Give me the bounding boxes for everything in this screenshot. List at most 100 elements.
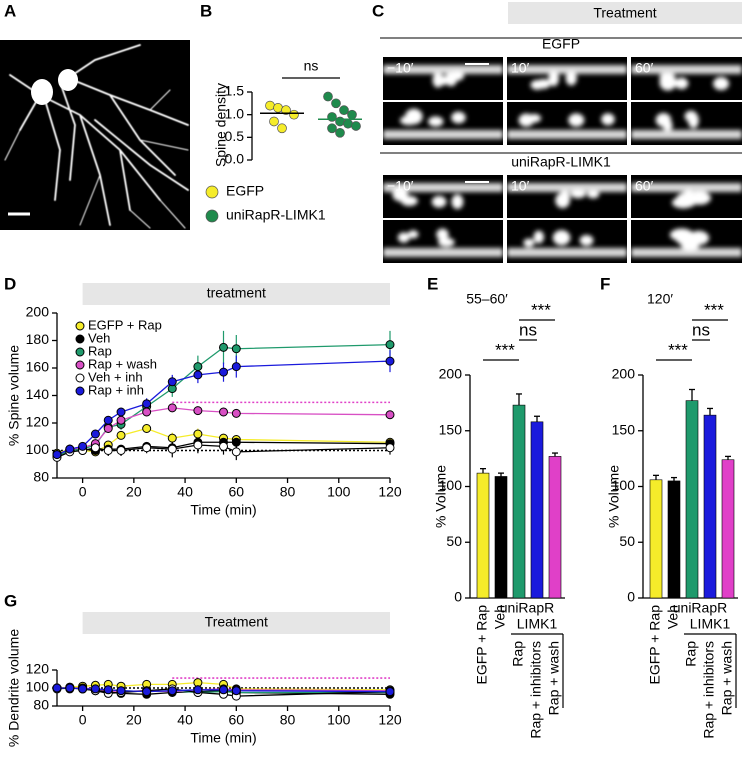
spine (451, 194, 464, 210)
spine (548, 70, 559, 87)
x-tick-label: 80 (280, 484, 296, 500)
point (327, 112, 337, 122)
micrograph-signal (631, 183, 742, 209)
point (327, 123, 337, 134)
spine (400, 115, 418, 126)
point (142, 407, 152, 417)
spine (570, 189, 586, 199)
point (219, 367, 228, 377)
spine (579, 234, 594, 246)
legend-label: Rap (88, 343, 112, 358)
point (142, 399, 152, 409)
y-axis-label: Spine density (213, 83, 229, 167)
micrograph-signal (383, 228, 503, 257)
y-tick-label: 140 (26, 386, 50, 402)
point (193, 362, 203, 372)
time-label: 60′ (635, 60, 654, 76)
x-tick-label: Veh (665, 605, 681, 629)
legend-label: Rap + inh (88, 382, 144, 397)
dendrite (631, 248, 742, 257)
y-tick-label: 80 (33, 469, 49, 485)
micrograph-signal (507, 113, 627, 139)
point (142, 424, 152, 433)
x-tick-label: 100 (327, 712, 351, 728)
point (103, 415, 113, 425)
spine (555, 192, 570, 209)
group-label: uniRapR (500, 600, 554, 616)
legend-label: Veh (88, 330, 110, 345)
point (231, 686, 241, 696)
y-tick-label: 200 (612, 366, 636, 382)
point (269, 116, 279, 127)
point (339, 105, 349, 115)
legend-label: uniRapR-LIMK1 (226, 207, 326, 223)
point (142, 443, 152, 453)
panel-label: C (372, 1, 384, 20)
significance-label: ns (304, 58, 319, 74)
point (343, 118, 353, 129)
point (52, 683, 62, 693)
dendrite (383, 65, 503, 74)
spine (552, 230, 571, 246)
point (385, 356, 395, 366)
point (193, 685, 203, 695)
legend-marker (205, 209, 219, 223)
y-tick-label: 100 (26, 679, 50, 695)
spine (431, 195, 447, 208)
point (347, 109, 357, 120)
y-tick-label: 100 (612, 477, 636, 493)
point (351, 121, 361, 131)
y-tick-label: 80 (33, 697, 49, 713)
treatment-span (82, 283, 390, 305)
point (231, 344, 241, 354)
legend-label: Rap + wash (88, 356, 157, 371)
x-tick-label: Rap (683, 641, 699, 667)
legend-label: Veh + inh (88, 369, 143, 384)
spine (675, 192, 697, 208)
micrograph-signal (383, 183, 503, 210)
significance-label: *** (495, 340, 515, 359)
point (273, 103, 283, 113)
bar (703, 414, 717, 599)
point (167, 686, 177, 696)
span-label: Treatment (205, 614, 268, 630)
spine (523, 238, 535, 248)
legend-marker (75, 321, 85, 331)
micrograph-signal (631, 110, 742, 139)
spine (432, 72, 444, 88)
micrograph-signal (631, 65, 742, 91)
spine (674, 77, 689, 90)
point (65, 683, 75, 693)
point (385, 687, 395, 697)
dendrite (631, 183, 742, 192)
significance-label: ns (692, 320, 710, 339)
legend-marker (205, 185, 219, 199)
dendrite (507, 65, 627, 74)
y-axis-label: % Spine volume (6, 345, 22, 446)
point (331, 98, 341, 109)
x-tick-label: Rap + inhibitors (701, 641, 717, 739)
point (90, 443, 100, 453)
legend-label: EGFP (226, 183, 264, 199)
point (78, 684, 88, 694)
y-tick-label: 100 (439, 477, 463, 493)
spine (536, 78, 551, 89)
micrograph-signal (631, 228, 742, 257)
x-axis-label: Time (min) (190, 502, 256, 518)
point (52, 450, 62, 460)
spine (428, 116, 444, 127)
x-tick-label: 60 (229, 484, 245, 500)
legend-marker (75, 373, 85, 383)
spine (713, 77, 730, 91)
spine (675, 231, 698, 246)
panel-label: A (4, 1, 16, 20)
y-axis-label: % Volume (433, 465, 449, 528)
y-tick-label: 150 (612, 421, 636, 437)
group-label: LIMK1 (690, 616, 731, 632)
point (167, 444, 177, 454)
x-axis-label: Time (min) (190, 730, 256, 746)
x-tick-label: 80 (280, 712, 296, 728)
bar (667, 480, 681, 599)
bar (530, 421, 544, 599)
legend-marker (75, 334, 85, 344)
